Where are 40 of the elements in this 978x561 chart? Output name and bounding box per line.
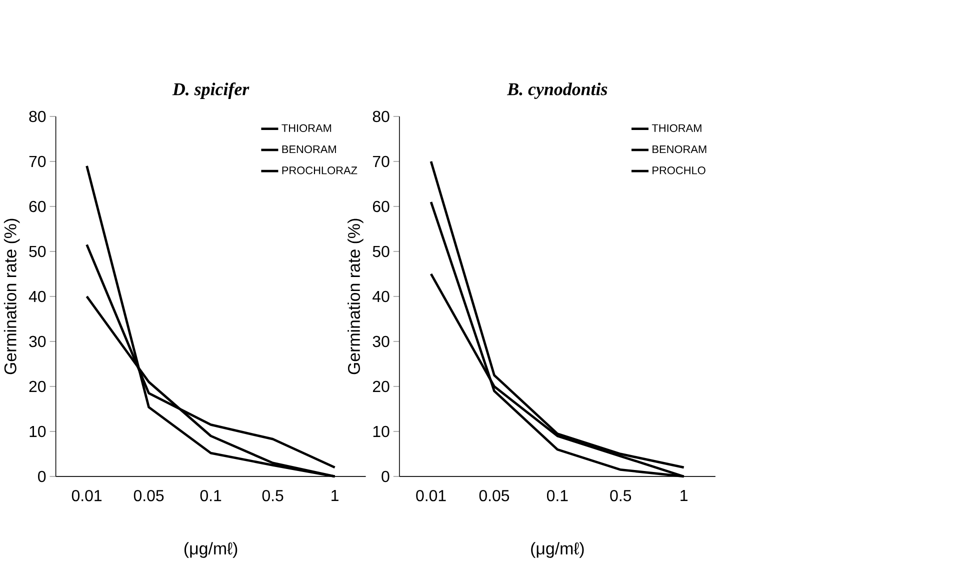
legend-label: BENORAM bbox=[652, 145, 706, 154]
y-tick-label: 80 bbox=[29, 110, 46, 122]
y-tick-label: 40 bbox=[372, 290, 390, 302]
chart-title: B. cynodontis bbox=[506, 82, 608, 99]
y-tick-label: 40 bbox=[28, 290, 46, 302]
y-axis-title: Germination rate (%) bbox=[348, 218, 364, 374]
legend-label: BENORAM bbox=[282, 145, 336, 154]
x-tick-label: 0.5 bbox=[262, 490, 284, 502]
y-tick-label: 30 bbox=[29, 336, 46, 347]
legend-label: THIORAM bbox=[652, 124, 702, 132]
y-tick-label: 60 bbox=[372, 200, 390, 212]
y-tick-label: 30 bbox=[372, 336, 390, 347]
x-tick-label: 0.05 bbox=[134, 490, 164, 502]
x-tick-label: 1 bbox=[332, 490, 338, 501]
y-tick-label: 70 bbox=[29, 156, 46, 168]
y-tick-label: 0 bbox=[38, 470, 46, 482]
x-tick-label: 0.05 bbox=[479, 490, 510, 502]
legend-label: THIORAM bbox=[282, 124, 332, 132]
y-tick-label: 50 bbox=[372, 246, 390, 257]
y-tick-label: 10 bbox=[373, 426, 390, 437]
y-tick-label: 70 bbox=[372, 156, 390, 168]
y-tick-label: 10 bbox=[30, 426, 46, 437]
x-tick-label: 0.5 bbox=[610, 490, 632, 502]
y-tick-label: 0 bbox=[382, 470, 390, 482]
y-tick-label: 80 bbox=[372, 110, 390, 122]
x-tick-label: 1 bbox=[680, 490, 688, 501]
y-tick-label: 20 bbox=[372, 380, 390, 392]
x-axis-title: (μg/mℓ) bbox=[184, 542, 238, 558]
y-tick-label: 50 bbox=[29, 246, 46, 257]
legend-label: PROCHLORAZ bbox=[282, 166, 358, 174]
x-tick-label: 0.01 bbox=[416, 490, 446, 502]
x-tick-label: 0.1 bbox=[546, 490, 568, 502]
y-tick-label: 60 bbox=[29, 200, 46, 212]
x-tick-label: 0.01 bbox=[72, 490, 102, 502]
legend-label: PROCHLO bbox=[652, 166, 706, 174]
chart-title: D. spicifer bbox=[172, 82, 250, 99]
x-tick-label: 0.1 bbox=[200, 490, 222, 502]
y-tick-label: 20 bbox=[29, 380, 46, 392]
x-axis-title: (μg/mℓ) bbox=[531, 542, 584, 558]
y-axis-title: Germination rate (%) bbox=[4, 218, 20, 374]
